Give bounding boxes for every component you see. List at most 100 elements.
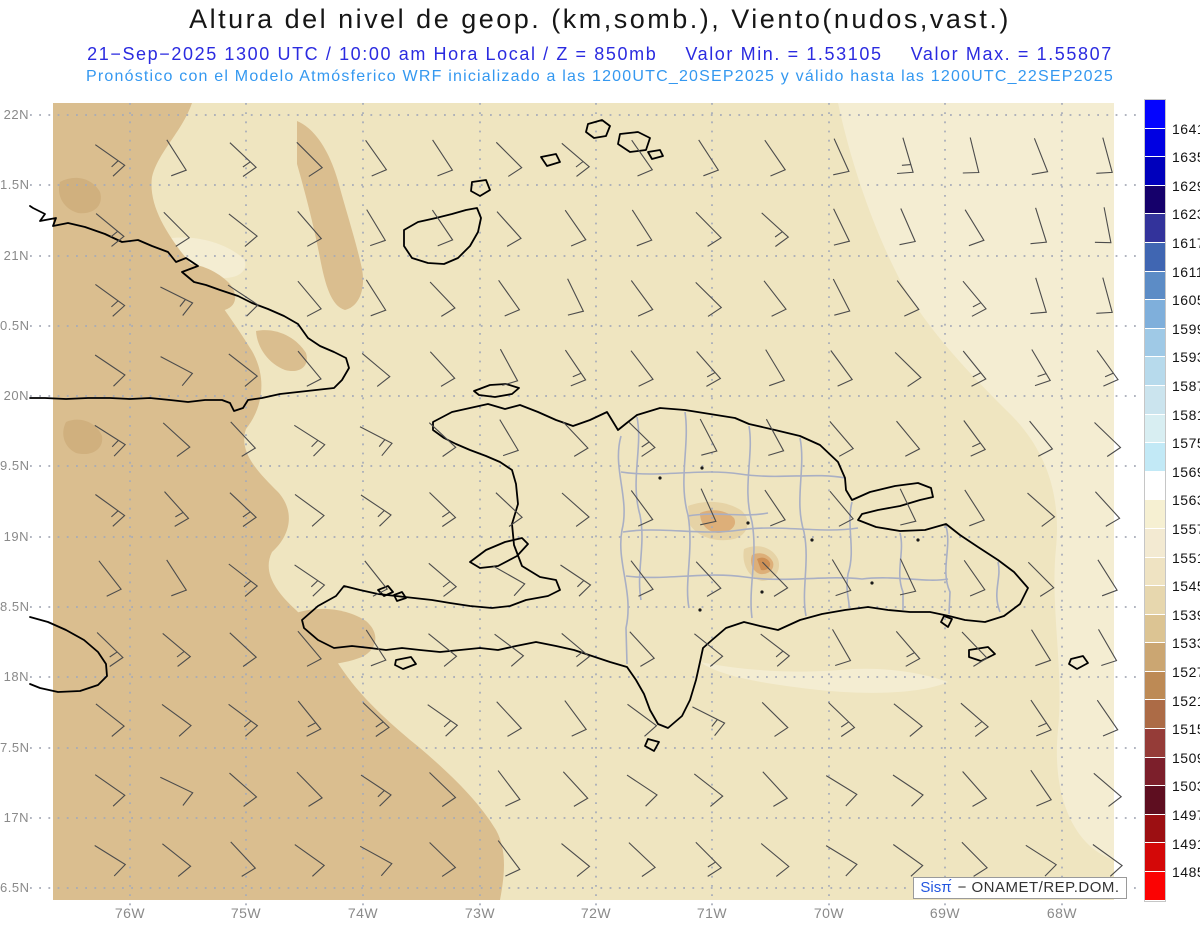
coastline [473, 383, 520, 398]
field-shade-region [838, 103, 1114, 860]
colorbar-segment [1145, 729, 1165, 758]
wind-barb [496, 211, 522, 247]
wind-barb [962, 137, 980, 174]
field-shade-region [53, 103, 504, 900]
colorbar-segment [1145, 128, 1165, 158]
city-dot [916, 538, 920, 542]
city-dot [870, 581, 874, 585]
wind-barb [294, 564, 326, 597]
colorbar-tick-label: 1539 [1172, 606, 1200, 623]
wind-barb [564, 700, 588, 737]
coastline [393, 591, 407, 602]
lat-tick-label: 21N [3, 248, 29, 263]
wind-barb [429, 281, 456, 317]
province-border [899, 532, 904, 610]
city-dot [658, 476, 662, 480]
wind-barb [94, 144, 126, 177]
colorbar-segment [1145, 300, 1165, 329]
wind-barb [1030, 277, 1048, 315]
wind-barb [297, 280, 322, 317]
wind-barb [230, 841, 257, 877]
wind-barb [1027, 492, 1056, 527]
city-dot [760, 590, 764, 594]
wind-barb [160, 776, 194, 806]
wind-barb [630, 490, 654, 527]
wind-barb [692, 706, 726, 736]
colorbar-segment [1145, 614, 1165, 644]
wind-barb [893, 703, 923, 737]
wind-barb [1030, 699, 1052, 737]
wind-barb [229, 492, 257, 527]
colorbar-tick-label: 1527 [1172, 664, 1200, 680]
lat-tick-label: 19N [3, 529, 29, 544]
wind-barb [963, 559, 986, 597]
colorbar-segment [1145, 528, 1165, 558]
colorbar-segment [1145, 500, 1165, 529]
wind-barb [228, 563, 259, 597]
wind-barb [162, 843, 192, 877]
wind-barb [630, 280, 654, 317]
colorbar-tick-label: 1617 [1172, 235, 1200, 251]
wind-barb [628, 422, 656, 457]
wind-barb [899, 208, 916, 246]
colorbar-segment [1145, 242, 1165, 272]
onamet-credit-text: − ONAMET/REP.DOM. [957, 879, 1120, 896]
lon-tick-label: 75W [230, 905, 262, 921]
coastline [585, 119, 611, 139]
colorbar-segment [1145, 185, 1165, 215]
wind-barb [630, 560, 654, 597]
colorbar-segment [1145, 671, 1165, 701]
colorbar-tick-label: 1593 [1172, 349, 1200, 366]
colorbar-tick-label: 1569 [1172, 463, 1200, 480]
wind-barb [628, 842, 656, 877]
wind-barb [561, 142, 591, 177]
wind-barb [897, 137, 914, 175]
wind-barb [830, 350, 854, 387]
wind-barb [359, 426, 393, 457]
wind-barb [895, 631, 921, 667]
wind-barb [297, 211, 323, 247]
lat-tick-label: 1.5N [0, 177, 30, 192]
wind-barb [700, 488, 717, 526]
coastline [1068, 655, 1089, 670]
wind-barb [1097, 559, 1118, 597]
wind-barb [229, 142, 257, 177]
province-border [846, 501, 853, 609]
colorbar-tick-label: 1629 [1172, 177, 1200, 194]
province-border [620, 471, 846, 479]
wind-barb [429, 492, 457, 527]
wind-barb [695, 282, 723, 317]
wind-barb [427, 704, 459, 737]
wind-barb [899, 488, 917, 526]
wind-barb [833, 208, 851, 246]
colorbar-tick-label: 1515 [1172, 721, 1200, 738]
wind-barb [1027, 561, 1055, 597]
wind-barb [564, 349, 587, 387]
wind-barb [160, 356, 194, 387]
wind-barb [699, 418, 718, 456]
wind-barb [694, 633, 724, 667]
colorbar-tick-label: 1605 [1172, 292, 1200, 309]
colorbar-tick-label: 1509 [1172, 749, 1200, 766]
province-border [945, 525, 951, 615]
province-border [799, 437, 807, 617]
lat-tick-label: 17N [3, 810, 29, 825]
wind-barb [1029, 420, 1054, 457]
wind-barb [294, 844, 326, 877]
field-shade-region [700, 510, 736, 533]
colorbar-segment [1145, 586, 1165, 615]
city-dot [810, 538, 814, 542]
wind-barb [429, 842, 457, 877]
wind-barb [698, 139, 720, 177]
wind-barb [631, 139, 654, 177]
wind-barb [493, 565, 526, 597]
colorbar-segment [1145, 786, 1165, 815]
wind-barb [428, 422, 457, 457]
shaded-field-layer [53, 103, 1114, 900]
wind-barb [296, 771, 323, 807]
wind-barb [833, 138, 850, 176]
wind-barb [899, 558, 917, 596]
colorbar-segment [1145, 643, 1165, 672]
colorbar-tick-label: 1623 [1172, 206, 1200, 223]
